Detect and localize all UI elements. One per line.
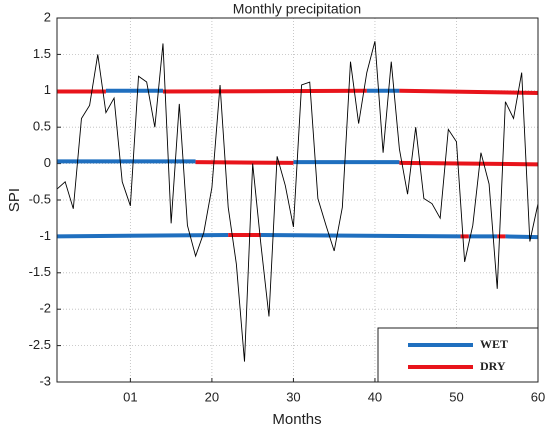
y-tick-label: 0 xyxy=(44,155,51,170)
legend-box xyxy=(377,327,539,383)
y-tick-label: -1.5 xyxy=(29,264,51,279)
y-tick-label: 1.5 xyxy=(33,46,51,61)
y-tick-label: 1 xyxy=(44,82,51,97)
spi-line xyxy=(56,41,539,362)
y-axis-label: SPI xyxy=(6,188,23,212)
x-tick-label: 01 xyxy=(123,389,137,404)
threshold-line xyxy=(260,232,461,239)
threshold-line xyxy=(505,234,539,240)
threshold-line xyxy=(162,88,367,94)
threshold-line xyxy=(56,232,229,239)
x-tick-label: 60 xyxy=(531,389,545,404)
y-tick-label: -0.5 xyxy=(29,191,51,206)
x-tick-label: 20 xyxy=(205,389,219,404)
threshold-line xyxy=(399,88,539,95)
chart-title: Monthly precipitation xyxy=(233,1,361,17)
y-tick-label: 2 xyxy=(44,9,51,24)
plot-frame xyxy=(56,17,539,383)
x-tick-label: 30 xyxy=(286,389,300,404)
y-tick-label: -2.5 xyxy=(29,337,51,352)
x-tick-label: 50 xyxy=(449,389,463,404)
x-axis-label: Months xyxy=(272,411,321,428)
threshold-line xyxy=(399,160,539,167)
y-tick-label: -1 xyxy=(39,228,51,243)
legend-label: DRY xyxy=(480,359,506,373)
legend-label: WET xyxy=(480,337,508,351)
y-tick-label: -3 xyxy=(39,373,51,388)
y-tick-label: -2 xyxy=(39,301,51,316)
x-tick-label: 40 xyxy=(368,389,382,404)
y-tick-label: 0.5 xyxy=(33,119,51,134)
